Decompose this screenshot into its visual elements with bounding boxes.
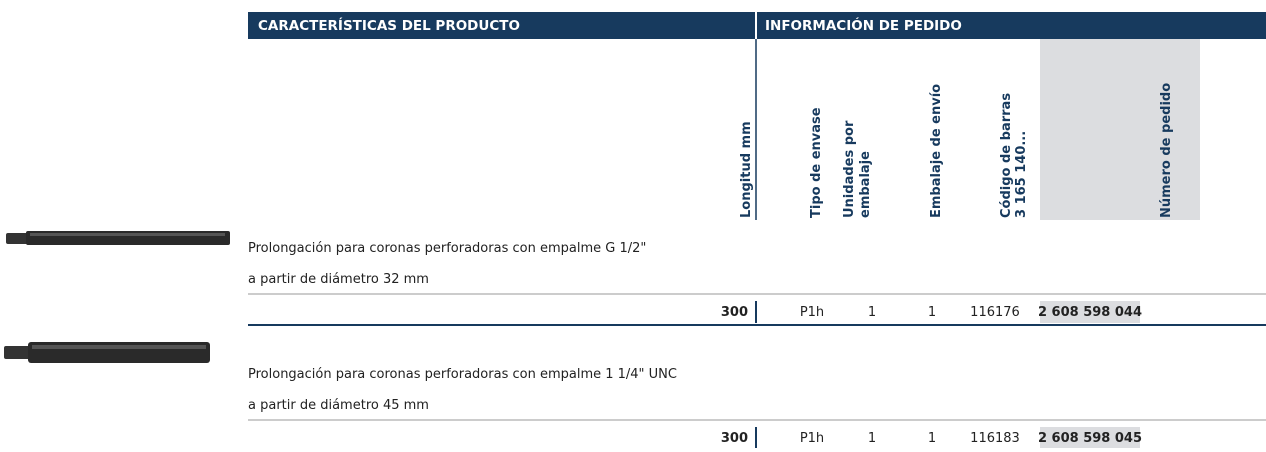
- header-order: INFORMACIÓN DE PEDIDO: [765, 16, 962, 34]
- product-detail: a partir de diámetro 45 mm: [248, 398, 429, 413]
- cell: P1h: [800, 431, 824, 446]
- column-header: 3 165 140...: [1014, 131, 1029, 218]
- cell: 1: [928, 431, 936, 446]
- column-header: embalaje: [858, 151, 873, 218]
- tool-image-2: [4, 342, 210, 363]
- order-column-bg: [1040, 39, 1200, 220]
- column-header: Código de barras: [999, 93, 1014, 218]
- product-description: Prolongación para coronas perforadoras c…: [248, 367, 677, 382]
- cell: 1: [868, 431, 876, 446]
- order-cell-bg: [1040, 301, 1140, 323]
- header-product: CARACTERÍSTICAS DEL PRODUCTO: [258, 17, 520, 34]
- cell: 116183: [970, 431, 1020, 446]
- column-header: Número de pedido: [1159, 83, 1174, 218]
- cell: 116176: [970, 305, 1020, 320]
- cell: P1h: [800, 305, 824, 320]
- column-header: Longitud mm: [739, 121, 754, 218]
- tool-image-1: [6, 231, 230, 245]
- product-description: Prolongación para coronas perforadoras c…: [248, 241, 646, 256]
- cell: 2 608 598 044: [1038, 305, 1142, 320]
- column-header: Embalaje de envío: [929, 84, 944, 218]
- column-header: Unidades por: [842, 120, 857, 218]
- cell: 1: [928, 305, 936, 320]
- cell: 300: [721, 431, 748, 446]
- cell: 300: [721, 305, 748, 320]
- cell: 1: [868, 305, 876, 320]
- column-header: Tipo de envase: [809, 107, 824, 218]
- product-detail: a partir de diámetro 32 mm: [248, 272, 429, 287]
- order-cell-bg: [1040, 427, 1140, 449]
- cell: 2 608 598 045: [1038, 431, 1142, 446]
